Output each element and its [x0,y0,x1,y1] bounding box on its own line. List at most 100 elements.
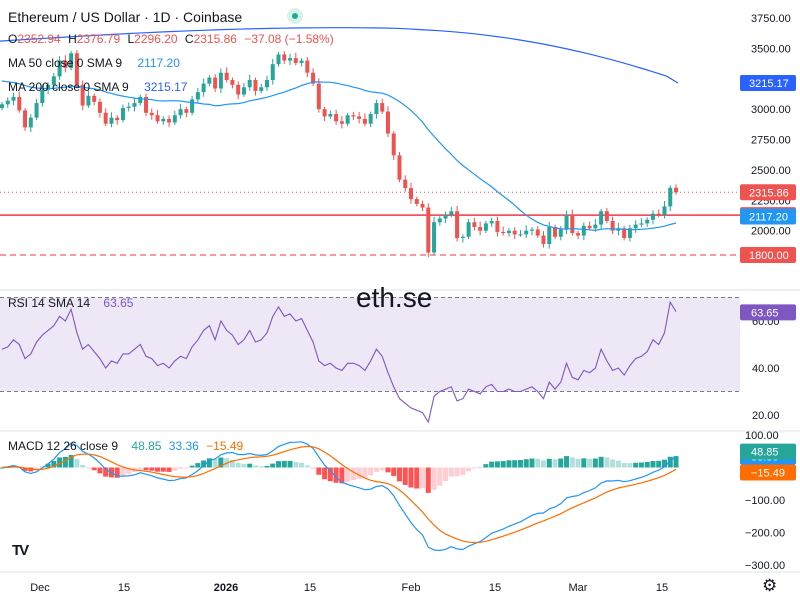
time-tick-label: 15 [304,582,316,594]
candle-body [0,104,4,108]
macd-histogram-bar [195,463,201,468]
rsi-label: RSI 14 SMA 14 [8,296,91,310]
candle-body [213,77,218,89]
macd-histogram-bar [310,467,316,469]
candle-body [339,121,344,124]
macd-histogram-bar [229,459,235,468]
price-scale-badge-label: 2117.20 [749,211,788,223]
candle-body [541,235,546,245]
candle-body [518,234,523,236]
candle-body [184,109,189,113]
macd-scale-badge [740,464,796,481]
macd-histogram-bar [201,460,207,468]
rsi-line [1,300,677,424]
candle-body [74,53,79,85]
candle-body [23,110,28,128]
candle-body [610,220,615,231]
time-tick-label: Feb [402,582,421,594]
candle-body [529,229,534,231]
candle-body [409,188,414,200]
macd-histogram-bar [391,467,397,477]
change-value: −37.08 (−1.58%) [244,32,334,46]
candle-body [570,214,575,234]
macd-histogram-bar [552,459,558,468]
macd-scale-badge-label: 48.85 [751,447,779,459]
macd-histogram-bar [39,466,45,468]
macd-histogram-bar [155,467,161,472]
candle-body [126,106,131,108]
candle-body [149,112,154,116]
macd-histogram-bar [316,467,322,475]
candle-body [46,84,51,90]
macd-hist-value: 48.85 [131,439,162,453]
candle-body [253,79,258,91]
ma200-legend[interactable]: MA 200 close 0 SMA 9 3215.17 [8,80,191,94]
rsi-tick-label: 20.00 [752,410,780,422]
macd-histogram-bar [51,460,57,468]
macd-histogram-bar [494,461,500,468]
macd-legend[interactable]: MACD 12 26 close 9 48.85 33.36 −15.49 [8,439,247,453]
gear-icon[interactable]: ⚙ [762,576,778,595]
macd-histogram-bar [80,465,86,468]
candle-body [656,213,661,215]
candle-body [311,72,316,84]
macd-histogram-bar [62,456,68,468]
candle-body [51,76,56,85]
candle-body [599,211,604,225]
macd-histogram-bar [178,467,184,469]
candle-body [581,225,586,236]
macd-histogram-bar [16,467,22,469]
candle-body [167,118,172,123]
macd-scale-badge-label: −15.49 [751,468,785,480]
candle-body [138,97,143,104]
symbol-title[interactable]: Ethereum / US Dollar · 1D · Coinbase [8,9,243,25]
market-status-icon[interactable] [287,8,303,24]
candle-body [604,211,609,221]
candle-body [362,118,367,124]
candle-body [270,64,275,80]
ma50-legend[interactable]: MA 50 close 0 SMA 9 2117.20 [8,56,184,70]
ma50-label: MA 50 close 0 SMA 9 [8,56,123,70]
macd-histogram-bar [281,460,287,468]
candle-body [466,222,471,237]
candle-body [443,214,448,219]
time-tick-label: Dec [30,582,50,594]
macd-histogram-bar [74,459,80,468]
rsi-legend[interactable]: RSI 14 SMA 14 63.65 [8,296,137,310]
candle-body [276,54,281,65]
macd-histogram-bar [529,458,535,468]
macd-histogram-bar [189,465,195,468]
price-scale-badge [740,184,796,201]
tradingview-logo[interactable]: TV [12,542,29,559]
macd-histogram-bar [143,467,149,471]
candle-body [178,109,183,116]
macd-histogram-bar [500,461,506,468]
price-scale-badge-label: 3215.17 [749,78,789,90]
candle-body [190,99,195,113]
open-label: O [8,32,18,46]
macd-histogram-bar [385,467,391,473]
candle-body [535,229,540,236]
candle-body [420,203,425,208]
candle-body [5,100,10,105]
macd-histogram-bar [431,467,437,490]
rsi-value: 63.65 [103,296,134,310]
candle-body [144,97,149,113]
candle-body [495,220,500,232]
macd-histogram-bar [517,459,523,468]
candle-body [109,117,114,124]
macd-histogram-bar [564,456,570,468]
ma50-line [1,80,677,232]
candle-body [627,228,632,238]
candle-body [391,133,396,156]
candle-body [241,87,246,95]
candle-body [357,116,362,119]
macd-histogram-bar [339,467,345,484]
candle-body [161,118,166,122]
macd-histogram-bar [512,460,518,468]
macd-histogram-bar [299,462,305,468]
price-tick-label: 2500.00 [751,165,791,177]
candle-body [455,211,460,238]
watermark: eth.se [356,282,433,313]
